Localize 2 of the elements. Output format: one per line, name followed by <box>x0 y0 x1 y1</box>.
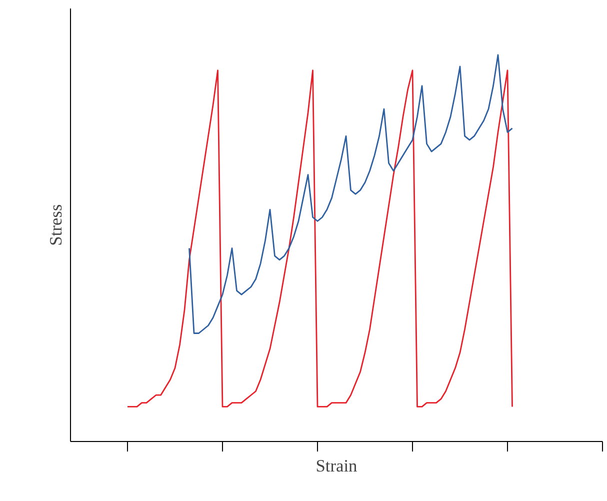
x-axis-title: Strain <box>316 456 358 476</box>
y-axis-title: Stress <box>46 204 66 246</box>
